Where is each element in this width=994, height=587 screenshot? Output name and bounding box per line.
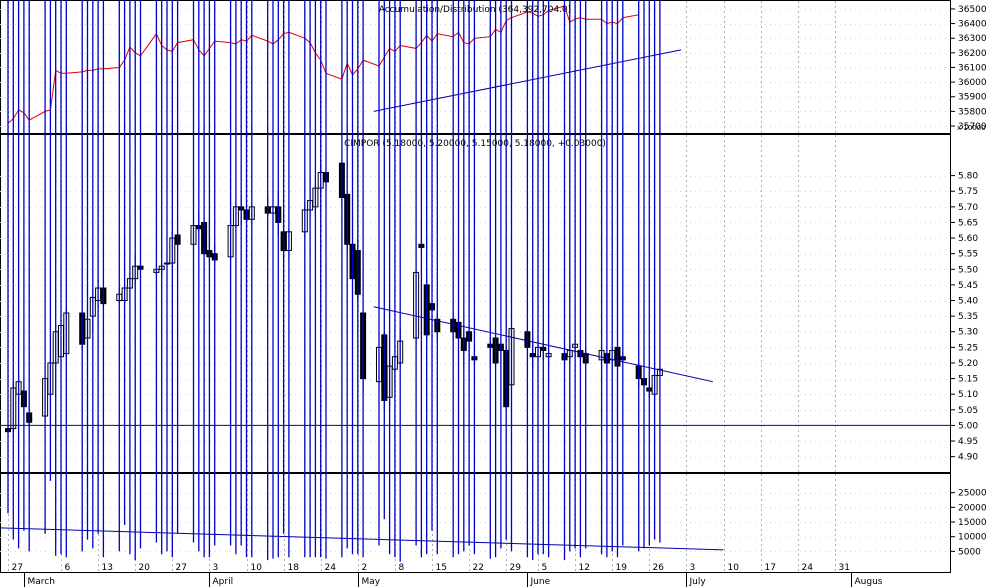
y-tick-label: 5.45	[958, 281, 978, 291]
y-tick-label: 36300	[958, 34, 987, 44]
y-tick-label: 36000	[958, 78, 987, 88]
y-tick-label: 5.25	[958, 343, 978, 353]
x-tick-label: 24	[802, 563, 814, 573]
x-tick-label: 20	[139, 563, 151, 573]
volume-trendline	[0, 527, 724, 551]
y-tick-label: 35900	[958, 93, 987, 103]
x-tick-label: 24	[325, 563, 337, 573]
x-tick-label: 6	[65, 563, 71, 573]
month-label: May	[362, 577, 381, 587]
y-tick-label: 5.50	[958, 265, 978, 275]
y-tick-label: 35700	[958, 122, 987, 132]
x-tick-label: 22	[473, 563, 484, 573]
y-tick-label: 35800	[958, 107, 987, 117]
axis-labels: 27 6 13 20 27 3 10 18 24 2 8 15 22 29 5 12 19 26 3 10 17 24 31…	[12, 5, 987, 587]
x-tick-label: 29	[510, 563, 522, 573]
x-tick-label: 13	[102, 563, 113, 573]
y-tick-label: 36200	[958, 49, 987, 59]
price-title: CIMPOR (5.18000, 5.20000, 5.15000, 5.180…	[344, 139, 606, 149]
x-tick-label: 17	[765, 563, 776, 573]
ad-title: Accumulation/Distribution (364,392,704.0…	[379, 5, 572, 15]
y-tick-label: 5.35	[958, 312, 978, 322]
y-tick-label: 5.05	[958, 406, 978, 416]
x-tick-label: 18	[288, 563, 300, 573]
volume-series	[0, 0, 724, 562]
y-tick-label: 5.60	[958, 234, 978, 244]
x-tick-label: 10	[251, 563, 263, 573]
y-tick-label: 5.20	[958, 359, 978, 369]
month-label: June	[530, 577, 551, 587]
y-tick-label: 20000	[958, 503, 987, 513]
ad-scale-note: x 10000	[957, 124, 986, 132]
x-tick-label: 27	[12, 563, 23, 573]
y-tick-label: 4.90	[958, 453, 978, 463]
x-tick-label: 3	[213, 563, 219, 573]
y-tick-label: 36500	[958, 5, 987, 15]
x-tick-label: 10	[728, 563, 740, 573]
x-tick-label: 31	[839, 563, 850, 573]
y-tick-label: 5.80	[958, 172, 978, 182]
y-tick-label: 5.55	[958, 250, 978, 260]
y-tick-label: 5.15	[958, 375, 978, 385]
x-tick-label: 12	[579, 563, 590, 573]
x-tick-label: 3	[690, 563, 696, 573]
y-tick-label: 15000	[958, 518, 987, 528]
y-tick-label: 36400	[958, 20, 987, 30]
y-tick-label: 5.70	[958, 203, 978, 213]
y-tick-label: 25000	[958, 489, 987, 499]
x-tick-label: 26	[653, 563, 665, 573]
y-tick-label: 10000	[958, 533, 987, 543]
ad-line	[7, 5, 639, 124]
y-tick-label: 5.75	[958, 187, 978, 197]
x-tick-label: 5	[542, 563, 548, 573]
y-tick-label: 36100	[958, 63, 987, 73]
x-tick-label: 15	[436, 563, 447, 573]
y-tick-label: 5.65	[958, 218, 978, 228]
month-label: April	[213, 577, 234, 587]
x-tick-label: 19	[616, 563, 628, 573]
month-label: Augus	[855, 577, 883, 587]
y-tick-label: 5.40	[958, 297, 978, 307]
x-tick-label: 2	[362, 563, 368, 573]
month-label: March	[28, 577, 55, 587]
y-tick-label: 5.00	[958, 421, 978, 431]
month-label: July	[689, 577, 707, 587]
y-tick-label: 5.30	[958, 328, 978, 338]
x-tick-label: 27	[176, 563, 187, 573]
y-tick-label: 5.10	[958, 390, 978, 400]
y-tick-label: 5000	[958, 547, 981, 557]
x-tick-label: 8	[399, 563, 405, 573]
y-tick-label: 4.95	[958, 437, 978, 447]
price-panel	[0, 134, 951, 473]
